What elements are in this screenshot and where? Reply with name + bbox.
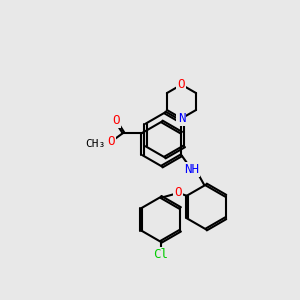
Text: NH: NH [184, 163, 199, 176]
Text: O: O [107, 135, 115, 148]
Text: N: N [178, 112, 185, 125]
Text: O: O [174, 185, 182, 199]
Text: O: O [112, 114, 119, 127]
Text: O: O [178, 78, 185, 91]
Text: CH₃: CH₃ [85, 139, 105, 149]
Text: Cl: Cl [153, 248, 168, 261]
